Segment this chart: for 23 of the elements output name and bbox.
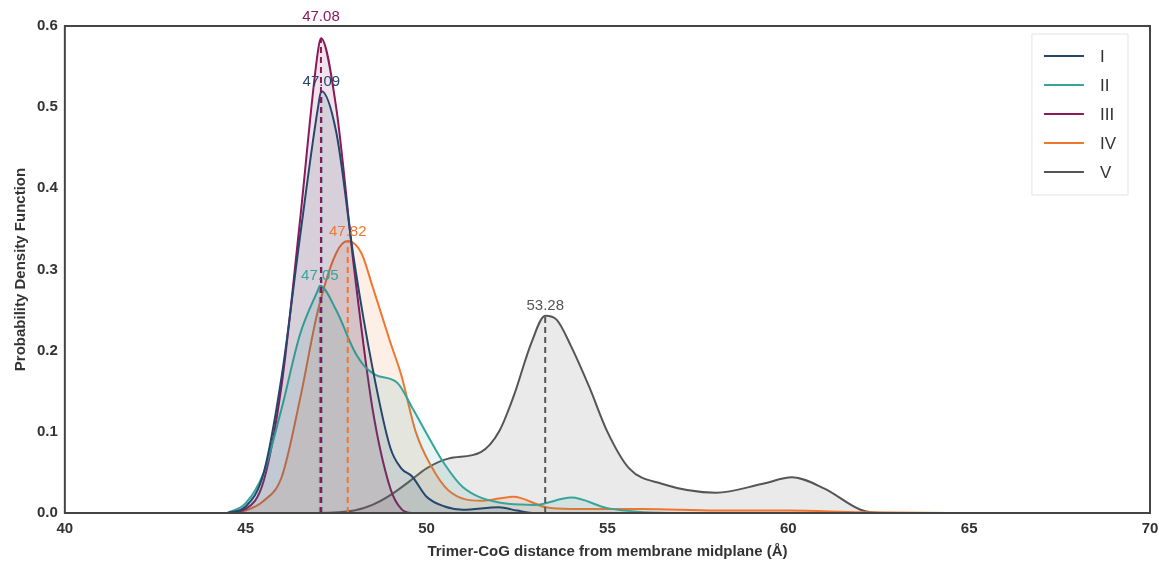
x-tick-label: 45 xyxy=(237,519,255,537)
legend-label: II xyxy=(1099,75,1110,95)
y-tick-label: 0.4 xyxy=(36,178,59,196)
x-tick-label: 65 xyxy=(960,519,978,537)
legend-label: IV xyxy=(1099,133,1117,153)
ref-line-label: 47.08 xyxy=(302,6,340,24)
y-tick-label: 0.2 xyxy=(36,340,58,358)
legend-label: III xyxy=(1099,104,1115,124)
y-tick-label: 0.1 xyxy=(36,421,58,439)
ref-line-label: 53.28 xyxy=(526,296,564,314)
x-tick-label: 40 xyxy=(56,519,74,537)
y-axis-title: Probability Density Function xyxy=(11,167,29,372)
y-tick-label: 0.6 xyxy=(36,16,58,34)
y-tick-label: 0.0 xyxy=(36,503,58,521)
x-axis-title: Trimer-CoG distance from membrane midplane (Å) xyxy=(427,542,788,560)
x-tick-label: 60 xyxy=(779,519,797,537)
x-tick-label: 50 xyxy=(418,519,435,537)
legend-label: V xyxy=(1099,162,1112,182)
y-tick-label: 0.5 xyxy=(36,97,58,115)
x-tick-label: 70 xyxy=(1141,519,1159,537)
legend-label: I xyxy=(1099,46,1105,66)
y-tick-label: 0.3 xyxy=(36,259,58,277)
x-tick-label: 55 xyxy=(599,519,616,537)
